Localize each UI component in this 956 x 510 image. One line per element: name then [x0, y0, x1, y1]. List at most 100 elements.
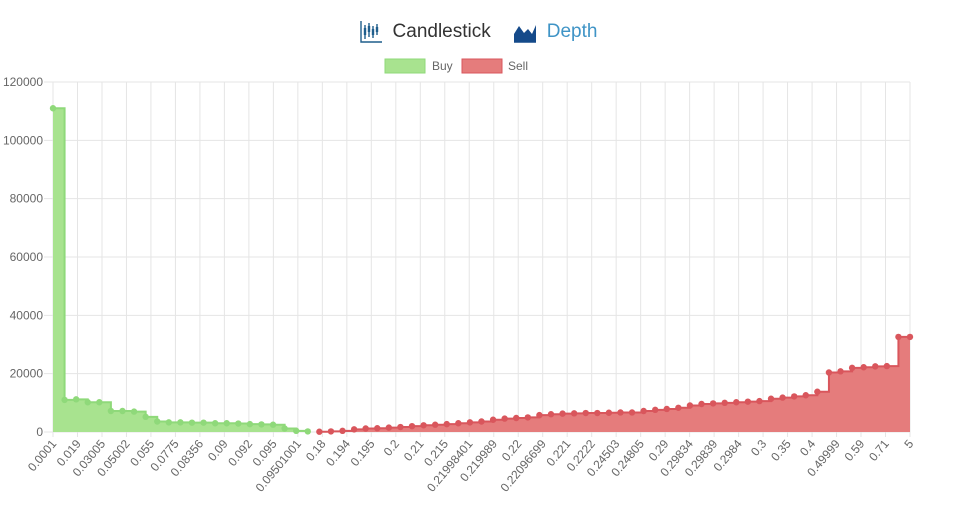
sell-point[interactable]	[779, 394, 786, 401]
sell-point[interactable]	[385, 424, 393, 431]
area-chart-icon	[513, 25, 536, 43]
sell-point[interactable]	[350, 426, 358, 433]
buy-point[interactable]	[72, 396, 80, 403]
tab-candlestick-label: Candlestick	[392, 21, 491, 42]
sell-point[interactable]	[408, 422, 416, 430]
x-tick-label: 0.092	[225, 437, 255, 469]
sell-point[interactable]	[605, 409, 613, 416]
buy-point[interactable]	[61, 396, 68, 404]
buy-point[interactable]	[130, 408, 138, 415]
sell-point[interactable]	[652, 406, 659, 414]
sell-point[interactable]	[362, 425, 369, 432]
sell-point[interactable]	[582, 409, 589, 417]
sell-point[interactable]	[513, 414, 520, 422]
legend-label-buy[interactable]: Buy	[432, 59, 453, 73]
sell-point[interactable]	[675, 404, 682, 411]
buy-point[interactable]	[188, 419, 196, 426]
buy-point[interactable]	[107, 407, 115, 415]
sell-point[interactable]	[872, 363, 879, 370]
tab-candlestick[interactable]: Candlestick	[359, 20, 491, 44]
sell-point[interactable]	[455, 420, 462, 427]
y-tick-label: 20000	[10, 367, 44, 381]
legend-swatch-buy[interactable]	[384, 58, 426, 74]
sell-point[interactable]	[721, 399, 728, 407]
sell-point[interactable]	[883, 362, 891, 370]
buy-point[interactable]	[96, 399, 103, 406]
buy-point[interactable]	[84, 399, 91, 406]
buy-point[interactable]	[177, 419, 184, 426]
chart-points	[49, 105, 914, 435]
x-tick-label: 0.71	[866, 437, 892, 464]
x-tick-label: 0.59	[842, 437, 868, 464]
buy-point[interactable]	[293, 427, 300, 435]
y-tick-label: 40000	[10, 308, 44, 322]
y-axis: 0 20000 40000 60000 80000 100000 120000	[3, 75, 43, 439]
sell-point[interactable]	[895, 333, 902, 341]
buy-point[interactable]	[200, 419, 207, 426]
x-tick-label: 0.0001	[25, 437, 60, 474]
tab-depth[interactable]: Depth	[513, 20, 597, 44]
candlestick-chart-icon	[359, 21, 382, 43]
sell-point[interactable]	[744, 398, 752, 405]
buy-point[interactable]	[235, 420, 242, 427]
sell-point[interactable]	[559, 410, 566, 417]
sell-point[interactable]	[316, 428, 323, 435]
sell-point[interactable]	[802, 392, 809, 399]
sell-point[interactable]	[698, 400, 705, 408]
buy-point[interactable]	[142, 413, 149, 421]
buy-line	[53, 107, 309, 432]
buy-area	[53, 108, 308, 432]
sell-point[interactable]	[524, 414, 532, 421]
sell-point[interactable]	[628, 409, 636, 416]
sell-point[interactable]	[906, 333, 914, 341]
sell-point[interactable]	[570, 410, 578, 417]
sell-point[interactable]	[617, 409, 624, 416]
x-tick-label: 0.3	[748, 437, 770, 459]
sell-point[interactable]	[466, 419, 474, 426]
sell-point[interactable]	[374, 425, 381, 432]
sell-point[interactable]	[825, 369, 833, 376]
x-tick-label: 0.195	[348, 437, 378, 469]
sell-point[interactable]	[443, 420, 450, 428]
buy-point[interactable]	[49, 105, 57, 112]
legend-label-sell[interactable]: Sell	[508, 59, 528, 73]
sell-point[interactable]	[327, 428, 335, 435]
sell-point[interactable]	[431, 421, 439, 428]
sell-point[interactable]	[536, 411, 543, 419]
sell-point[interactable]	[686, 402, 694, 409]
buy-point[interactable]	[165, 419, 173, 426]
sell-point[interactable]	[733, 399, 740, 406]
sell-point[interactable]	[501, 415, 508, 422]
sell-point[interactable]	[594, 409, 601, 417]
buy-point[interactable]	[223, 420, 230, 427]
sell-point[interactable]	[339, 427, 346, 435]
buy-point[interactable]	[211, 420, 219, 427]
legend-swatch-sell[interactable]	[461, 58, 503, 74]
buy-point[interactable]	[269, 421, 277, 428]
buy-point[interactable]	[258, 421, 265, 428]
sell-point[interactable]	[397, 423, 404, 431]
sell-point[interactable]	[756, 397, 763, 405]
sell-point[interactable]	[790, 393, 798, 400]
sell-point[interactable]	[663, 405, 670, 413]
sell-point[interactable]	[848, 364, 856, 372]
x-tick-label: 0.2	[381, 437, 403, 459]
buy-point[interactable]	[154, 418, 161, 425]
x-axis: 0.00010.0190.030050.050020.0550.07750.08…	[25, 437, 917, 495]
buy-point[interactable]	[281, 425, 288, 432]
buy-point[interactable]	[246, 420, 254, 428]
buy-point[interactable]	[119, 407, 126, 415]
y-tick-label: 100000	[3, 133, 43, 147]
buy-point[interactable]	[304, 428, 311, 435]
sell-point[interactable]	[837, 368, 844, 375]
sell-point[interactable]	[860, 364, 867, 371]
sell-point[interactable]	[814, 388, 821, 395]
sell-point[interactable]	[420, 422, 427, 429]
sell-point[interactable]	[640, 407, 647, 415]
sell-point[interactable]	[547, 411, 555, 418]
y-tick-label: 0	[36, 425, 43, 439]
sell-point[interactable]	[767, 395, 775, 402]
sell-point[interactable]	[709, 400, 717, 407]
sell-point[interactable]	[489, 416, 497, 423]
sell-point[interactable]	[478, 418, 485, 425]
